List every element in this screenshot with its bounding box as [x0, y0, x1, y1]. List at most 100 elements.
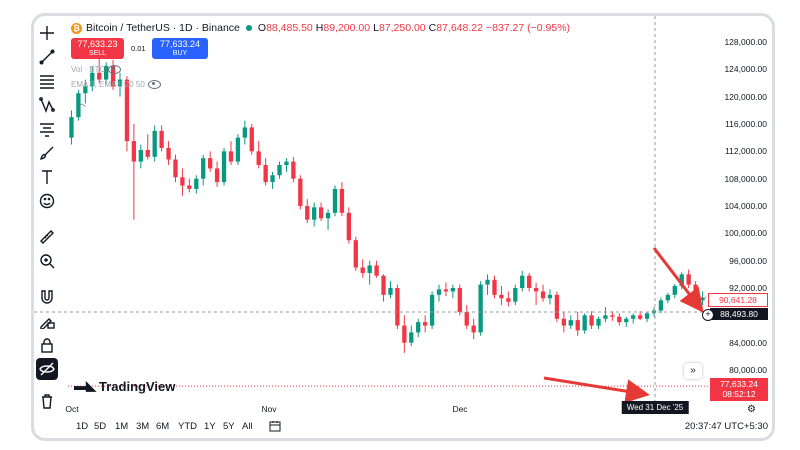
candle-body[interactable] [312, 207, 317, 220]
lock-icon[interactable] [36, 334, 58, 356]
candle-body[interactable] [568, 320, 573, 326]
candle-body[interactable] [291, 161, 296, 179]
candle-body[interactable] [436, 289, 442, 295]
range-1y[interactable]: 1Y [204, 421, 216, 432]
candle-body[interactable] [686, 274, 691, 285]
candle-body[interactable] [547, 294, 553, 299]
candle-body[interactable] [187, 185, 192, 189]
ema-indicator[interactable]: EMA 9, EMA 9 20 50 [71, 80, 161, 90]
add-alert-icon[interactable]: + [702, 309, 714, 321]
volume-indicator[interactable]: Vol · BTC [71, 65, 122, 75]
candle-body[interactable] [429, 294, 435, 326]
candle-body[interactable] [138, 149, 143, 162]
candle-body[interactable] [520, 275, 525, 288]
candle-body[interactable] [610, 315, 615, 317]
trend-line-icon[interactable] [36, 46, 58, 68]
candle-body[interactable] [589, 315, 594, 326]
trash-icon[interactable] [36, 390, 58, 412]
scroll-to-realtime-button[interactable]: » [684, 363, 702, 379]
candle-body[interactable] [527, 275, 532, 288]
candle-body[interactable] [173, 159, 178, 178]
candle-body[interactable] [97, 72, 102, 80]
candle-body[interactable] [228, 151, 234, 162]
candle-body[interactable] [242, 127, 247, 138]
text-icon[interactable] [36, 166, 58, 188]
candle-body[interactable] [214, 168, 220, 183]
candle-body[interactable] [457, 288, 462, 312]
candle-body[interactable] [492, 279, 497, 295]
candle-body[interactable] [124, 79, 130, 142]
candle-body[interactable] [110, 65, 116, 87]
candle-body[interactable] [416, 322, 421, 333]
eye-icon[interactable] [108, 65, 122, 75]
candle-body[interactable] [499, 294, 504, 299]
candle-body[interactable] [256, 151, 261, 165]
eye-icon[interactable] [147, 80, 161, 90]
candle-body[interactable] [103, 65, 109, 80]
range-1d[interactable]: 1D [76, 421, 89, 432]
candle-body[interactable] [631, 315, 636, 319]
settings-gear-icon[interactable]: ⚙ [747, 404, 756, 415]
candle-body[interactable] [603, 315, 608, 319]
candle-body[interactable] [464, 311, 469, 326]
candle-body[interactable] [679, 274, 684, 286]
candle-body[interactable] [159, 130, 164, 148]
ruler-icon[interactable] [36, 226, 58, 248]
candle-body[interactable] [644, 313, 650, 319]
lock-drawing-icon[interactable] [36, 310, 58, 332]
candle-body[interactable] [339, 188, 345, 213]
candle-body[interactable] [443, 289, 449, 292]
candle-body[interactable] [249, 127, 254, 152]
price-chart[interactable] [34, 16, 772, 411]
candle-body[interactable] [360, 267, 365, 273]
candle-body[interactable] [533, 288, 539, 292]
candle-body[interactable] [131, 141, 137, 162]
range-5d[interactable]: 5D [94, 421, 107, 432]
candle-body[interactable] [69, 117, 74, 138]
candle-body[interactable] [374, 265, 379, 276]
pattern-icon[interactable] [36, 94, 58, 116]
hide-icon[interactable] [36, 358, 58, 380]
candle-body[interactable] [346, 212, 352, 241]
candle-body[interactable] [270, 175, 275, 183]
crosshair-icon[interactable] [36, 22, 58, 44]
buy-button[interactable]: 77,633.24 BUY [152, 38, 208, 59]
candle-body[interactable] [422, 322, 428, 326]
candle-body[interactable] [277, 165, 282, 176]
candle-body[interactable] [221, 151, 227, 183]
candle-body[interactable] [298, 178, 303, 206]
candle-body[interactable] [617, 316, 622, 323]
candle-body[interactable] [263, 165, 268, 183]
candle-body[interactable] [658, 300, 664, 311]
candle-body[interactable] [235, 137, 241, 162]
candle-body[interactable] [381, 275, 386, 295]
candle-body[interactable] [582, 315, 587, 331]
candle-body[interactable] [325, 212, 331, 219]
candle-body[interactable] [540, 291, 546, 299]
candle-body[interactable] [471, 325, 476, 333]
candle-body[interactable] [284, 161, 289, 165]
forecast-icon[interactable] [36, 118, 58, 140]
range-5y[interactable]: 5Y [223, 421, 235, 432]
candle-body[interactable] [305, 206, 310, 220]
candle-body[interactable] [624, 318, 629, 323]
candle-body[interactable] [76, 93, 81, 118]
candle-body[interactable] [152, 130, 157, 157]
candle-body[interactable] [478, 284, 483, 333]
candle-body[interactable] [367, 265, 372, 273]
candle-body[interactable] [561, 318, 566, 326]
magnet-icon[interactable] [36, 286, 58, 308]
candle-body[interactable] [180, 177, 185, 186]
candle-body[interactable] [194, 178, 199, 189]
candle-body[interactable] [665, 294, 671, 301]
candle-body[interactable] [395, 288, 400, 326]
candle-body[interactable] [208, 158, 213, 169]
range-6m[interactable]: 6M [156, 421, 170, 432]
candle-body[interactable] [700, 297, 705, 301]
candle-body[interactable] [201, 158, 206, 179]
candle-body[interactable] [554, 294, 560, 319]
candle-body[interactable] [166, 147, 171, 160]
candle-body[interactable] [450, 288, 456, 292]
candle-body[interactable] [332, 188, 338, 213]
utc-clock[interactable]: 20:37:47 UTC+5:30 [684, 421, 768, 432]
